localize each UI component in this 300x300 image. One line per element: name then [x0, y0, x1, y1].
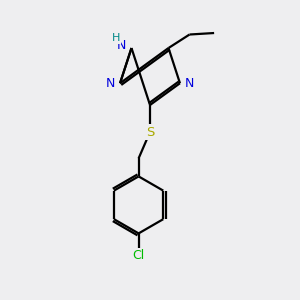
Text: N: N	[117, 39, 126, 52]
Text: S: S	[146, 125, 154, 139]
Text: N: N	[184, 77, 194, 90]
Text: N: N	[106, 77, 116, 90]
Text: H: H	[112, 32, 120, 43]
Text: Cl: Cl	[133, 249, 145, 262]
